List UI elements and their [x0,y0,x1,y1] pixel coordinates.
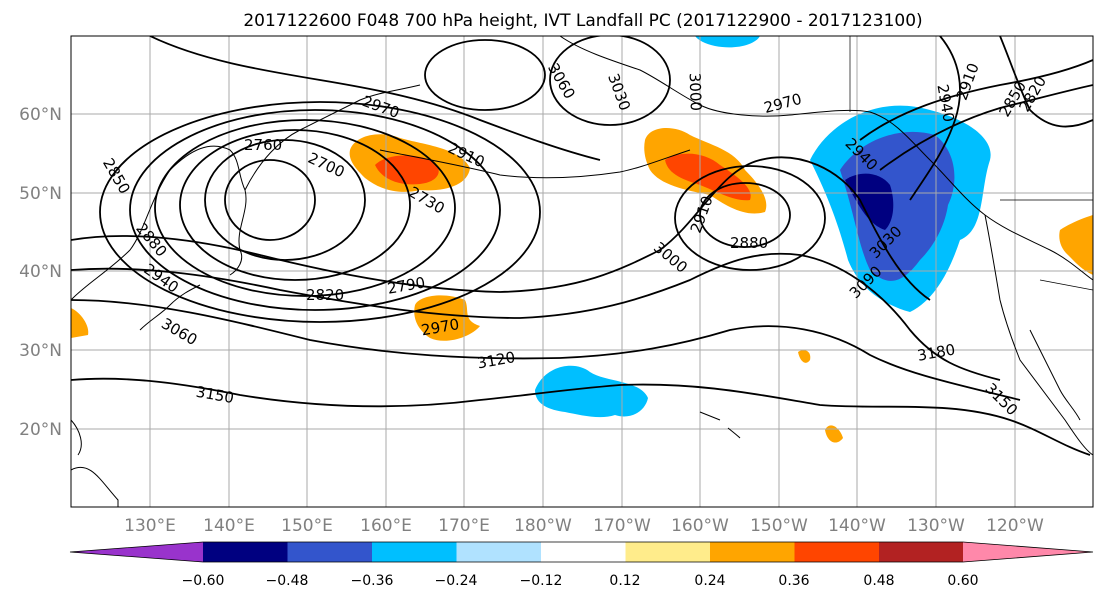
contour [129,109,501,311]
colorbar-outline [69,541,1094,563]
lon-label: 150°W [750,516,808,536]
contour [674,165,826,271]
colorbar-tick: 0.24 [694,573,725,589]
lon-label: 170°E [438,516,490,536]
contour-label: 2880 [730,234,768,252]
contour [149,36,601,161]
coast-hawaii [699,411,741,439]
colorbar-tick: 0.48 [863,573,894,589]
coast-namerica [984,214,1093,456]
ivt-shading [71,36,1093,443]
colorbar-segment [456,542,541,562]
lon-label: 180°W [514,516,572,536]
colorbar-ticks: −0.60 −0.48 −0.36 −0.24 −0.12 0.12 0.24 … [182,573,979,589]
contour [224,159,316,241]
coastlines [71,36,1093,507]
ivt-negative-core [840,131,955,281]
contour-label: 2820 [306,286,344,304]
colorbar-tick: −0.60 [182,573,225,589]
colorbar-tick: −0.48 [266,573,309,589]
lon-label: 150°E [281,516,333,536]
lat-labels: 60°N 50°N 40°N 30°N 20°N [19,105,62,440]
contour [71,299,1021,401]
lat-label: 40°N [19,262,62,282]
contour [204,139,366,261]
contour [909,36,961,201]
lon-label: 140°E [203,516,255,536]
graticule [71,36,1093,507]
colorbar-segment [710,542,795,562]
contour [549,36,671,126]
lon-label: 120°W [986,516,1044,536]
colorbar-segment [625,542,710,562]
contour [179,129,411,281]
lon-label: 160°W [671,516,729,536]
colorbar-segment [203,542,288,562]
coast-japan [139,284,201,331]
lat-label: 50°N [19,184,62,204]
colorbar-segment [372,542,457,562]
contour-label: 2760 [244,136,282,154]
contour [99,101,541,323]
colorbar-tick: −0.24 [435,573,478,589]
contour [999,36,1093,128]
lon-labels: 130°E 140°E 150°E 160°E 170°E 180°W 170°… [124,516,1044,536]
ivt-positive-gulf-core [665,153,751,201]
contour [424,39,546,111]
height-contours [71,36,1093,456]
contour [71,377,1091,456]
colorbar-tick: −0.36 [351,573,394,589]
contour [859,59,1093,141]
colorbar-segment [287,542,372,562]
colorbar-segment [879,542,964,562]
contour-label: 3000 [686,73,705,112]
lon-label: 160°E [360,516,412,536]
coast-aleutians [379,149,691,179]
map-frame [70,35,1094,508]
contour [71,252,1001,381]
colorbar-tick: 0.12 [609,573,640,589]
lat-label: 60°N [19,105,62,125]
colorbar-tick: −0.12 [520,573,563,589]
colorbar-tick: 0.36 [778,573,809,589]
lon-label: 130°W [907,516,965,536]
colorbar-tick: 0.60 [947,573,978,589]
lat-label: 20°N [19,420,62,440]
colorbar-segment [794,542,879,562]
colorbar-segment [541,542,626,562]
ivt-positive-small-2 [798,350,811,363]
ivt-positive-east [1059,215,1093,275]
colorbar [69,541,1094,563]
lon-label: 170°W [593,516,651,536]
coast-baja [1029,329,1081,421]
map-title: 2017122600 F048 700 hPa height, IVT Land… [243,11,922,31]
contour [879,84,1093,171]
colorbar-segment [963,542,1093,562]
contour [71,156,931,301]
contour [154,119,456,297]
lon-label: 130°E [124,516,176,536]
contour [699,182,791,248]
ivt-positive-west [71,308,89,338]
border-canada [849,36,1093,291]
colorbar-segment [70,542,203,562]
ivt-negative-top [695,36,760,48]
ivt-positive-small [825,425,843,443]
lat-label: 30°N [19,341,62,361]
ivt-negative-subtropic [535,365,648,418]
coast-alaska [559,36,1093,281]
lon-label: 140°W [828,516,886,536]
